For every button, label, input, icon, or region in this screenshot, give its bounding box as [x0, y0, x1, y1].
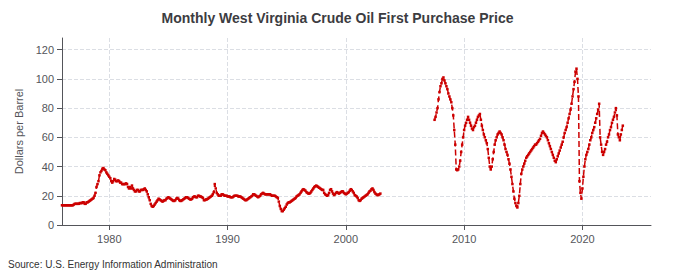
svg-text:1980: 1980: [97, 233, 121, 245]
svg-text:20: 20: [42, 190, 54, 202]
svg-text:60: 60: [42, 131, 54, 143]
svg-text:Monthly West Virginia Crude Oi: Monthly West Virginia Crude Oil First Pu…: [162, 10, 514, 26]
svg-text:40: 40: [42, 161, 54, 173]
svg-text:2010: 2010: [452, 233, 476, 245]
svg-text:100: 100: [36, 73, 54, 85]
svg-text:Dollars per Barrel: Dollars per Barrel: [13, 89, 25, 175]
svg-text:Source: U.S. Energy Informatio: Source: U.S. Energy Information Administ…: [8, 259, 218, 270]
svg-text:80: 80: [42, 102, 54, 114]
svg-text:120: 120: [36, 44, 54, 56]
svg-text:2000: 2000: [334, 233, 358, 245]
svg-text:1990: 1990: [215, 233, 239, 245]
svg-text:2020: 2020: [570, 233, 594, 245]
svg-text:0: 0: [48, 219, 54, 231]
